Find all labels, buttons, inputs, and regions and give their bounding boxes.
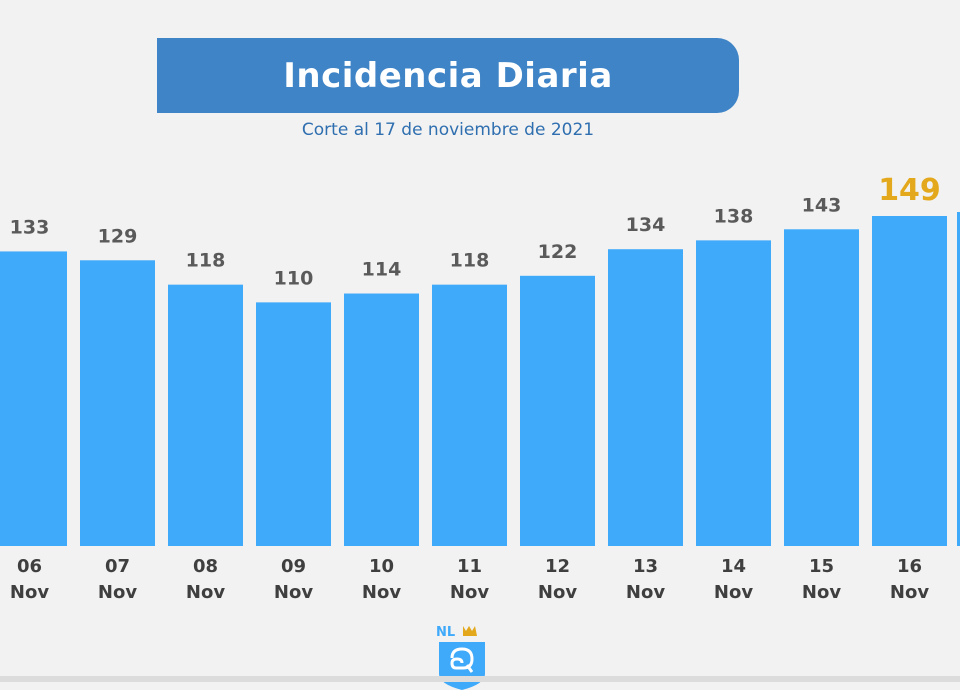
bar-06-nov (0, 251, 67, 546)
x-tick-month: Nov (274, 582, 313, 603)
bar-12-nov (520, 275, 595, 546)
value-label: 118 (186, 250, 226, 272)
value-label: 118 (450, 250, 490, 272)
x-tick-day: 12 (545, 556, 570, 577)
value-label: 149 (878, 173, 941, 208)
x-tick-month: Nov (98, 582, 137, 603)
bar-07-nov (80, 260, 155, 546)
x-tick-day: 07 (105, 556, 130, 577)
title-banner: Incidencia Diaria (157, 38, 739, 113)
x-tick-day: 06 (17, 556, 42, 577)
value-label: 122 (538, 241, 578, 263)
x-tick-day: 15 (809, 556, 834, 577)
bar-13-nov (608, 249, 683, 546)
x-tick-month: Nov (890, 582, 929, 603)
x-tick-day: 10 (369, 556, 394, 577)
x-tick-day: 13 (633, 556, 658, 577)
value-label: 133 (10, 216, 50, 238)
bar-11-nov (432, 284, 507, 546)
value-label: 134 (626, 214, 666, 236)
x-tick-month: Nov (802, 582, 841, 603)
value-label: 114 (362, 259, 402, 281)
value-label: 110 (274, 267, 314, 289)
chart-subtitle: Corte al 17 de noviembre de 2021 (301, 120, 595, 140)
x-tick-month: Nov (362, 582, 401, 603)
x-tick-day: 16 (897, 556, 922, 577)
value-label: 129 (98, 225, 138, 247)
bar-10-nov (344, 293, 419, 546)
bar-09-nov (256, 302, 331, 546)
bar-14-nov (696, 240, 771, 546)
partial-bar-right-edge (957, 212, 960, 546)
value-label: 143 (802, 194, 842, 216)
x-tick-month: Nov (626, 582, 665, 603)
x-tick-month: Nov (714, 582, 753, 603)
logo-text: NL (436, 625, 455, 640)
x-tick-month: Nov (450, 582, 489, 603)
x-tick-day: 08 (193, 556, 218, 577)
x-tick-day: 14 (721, 556, 746, 577)
bar-08-nov (168, 284, 243, 546)
x-tick-day: 11 (457, 556, 482, 577)
x-tick-month: Nov (186, 582, 225, 603)
value-label: 138 (714, 205, 754, 227)
x-tick-month: Nov (538, 582, 577, 603)
bottom-divider (0, 676, 960, 682)
bar-16-nov (872, 216, 947, 546)
x-tick-day: 09 (281, 556, 306, 577)
bar-15-nov (784, 229, 859, 547)
x-tick-month: Nov (10, 582, 49, 603)
chart-title: Incidencia Diaria (283, 55, 613, 96)
